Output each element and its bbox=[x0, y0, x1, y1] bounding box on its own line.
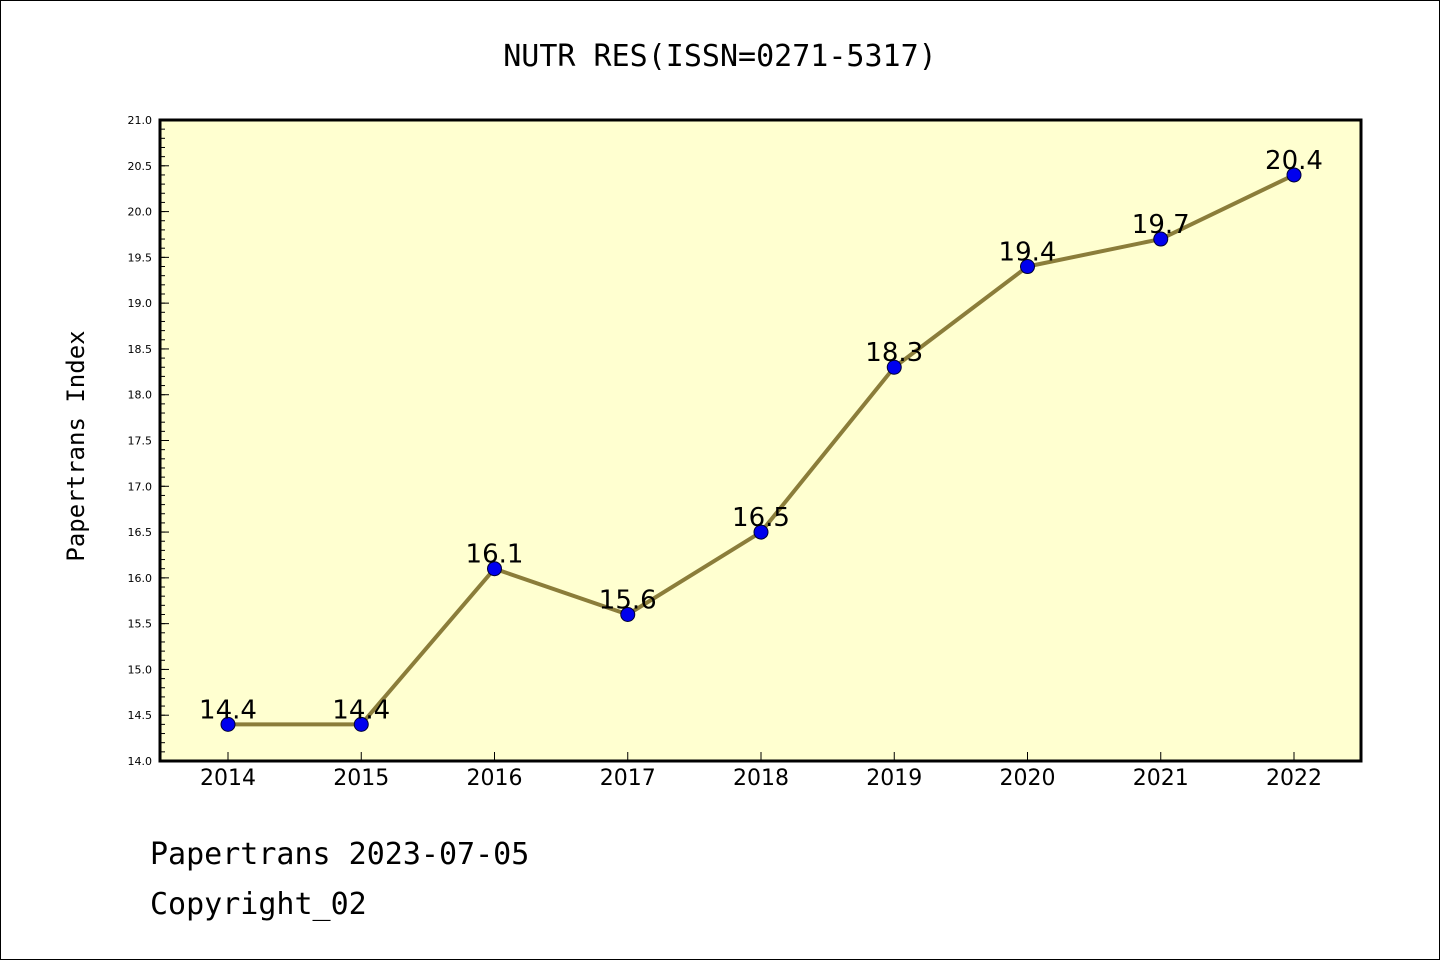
plot-frame bbox=[158, 118, 1363, 763]
x-tick-label: 2017 bbox=[600, 766, 656, 791]
y-tick-label: 14.5 bbox=[128, 709, 153, 722]
y-tick-label: 16.5 bbox=[128, 526, 153, 539]
x-tick-label: 2018 bbox=[733, 766, 789, 791]
data-label: 15.6 bbox=[599, 585, 657, 615]
x-tick-label: 2022 bbox=[1266, 766, 1322, 791]
y-axis-label: Papertrans Index bbox=[62, 330, 90, 561]
data-label: 18.3 bbox=[865, 338, 923, 368]
data-label: 16.1 bbox=[466, 540, 524, 570]
x-tick-label: 2015 bbox=[333, 766, 389, 791]
x-tick-label: 2019 bbox=[866, 766, 922, 791]
data-label-group: 14.4 14.4 16.1 15.6 16.5 18.3 19.4 19.7 20.4 bbox=[199, 146, 1323, 725]
y-tick-label: 15.0 bbox=[128, 663, 153, 676]
x-tick-label: 2020 bbox=[1000, 766, 1056, 791]
footer-date: Papertrans 2023-07-05 bbox=[150, 837, 529, 872]
data-point bbox=[886, 359, 902, 375]
data-label: 19.4 bbox=[999, 238, 1057, 268]
y-tick-label: 18.5 bbox=[128, 343, 153, 356]
chart-title: NUTR RES(ISSN=0271-5317) bbox=[503, 39, 936, 74]
x-tick-label: 2014 bbox=[200, 766, 256, 791]
y-tick-label: 16.0 bbox=[128, 572, 153, 585]
data-label: 14.4 bbox=[199, 695, 257, 725]
y-tick-label: 14.0 bbox=[128, 755, 153, 768]
data-label: 14.4 bbox=[332, 695, 390, 725]
data-point bbox=[487, 561, 502, 577]
plot-area bbox=[160, 120, 1361, 761]
x-tick-label: 2016 bbox=[467, 766, 523, 791]
y-tick-label: 15.5 bbox=[128, 618, 153, 631]
y-tick-label: 20.5 bbox=[128, 160, 153, 173]
data-point bbox=[1153, 231, 1169, 247]
y-tick-label: 19.0 bbox=[128, 297, 153, 310]
data-point bbox=[220, 716, 236, 732]
y-tick-label: 20.0 bbox=[128, 206, 153, 219]
data-label: 20.4 bbox=[1265, 146, 1323, 176]
marker-group bbox=[220, 167, 1302, 732]
x-axis: 2014 2015 2016 2017 2018 2019 2020 2021 2022 bbox=[200, 752, 1322, 791]
y-tick-label: 19.5 bbox=[128, 251, 153, 264]
data-point bbox=[353, 716, 369, 732]
y-tick-label: 18.0 bbox=[128, 389, 153, 402]
y-tick-label: 21.0 bbox=[128, 114, 153, 127]
y-axis: 14.0 14.5 15.0 15.5 16.0 16.5 17.0 17.5 18.0 18.5… bbox=[128, 114, 169, 768]
footer-copyright: Copyright_02 bbox=[150, 887, 367, 922]
data-point bbox=[1286, 167, 1302, 183]
data-point bbox=[753, 524, 769, 540]
data-label: 16.5 bbox=[732, 503, 790, 533]
x-tick-label: 2021 bbox=[1133, 766, 1189, 791]
data-point bbox=[1020, 259, 1035, 275]
y-tick-label: 17.5 bbox=[128, 435, 153, 448]
data-label: 19.7 bbox=[1132, 210, 1190, 240]
y-tick-label: 17.0 bbox=[128, 480, 153, 493]
data-point bbox=[620, 606, 636, 622]
